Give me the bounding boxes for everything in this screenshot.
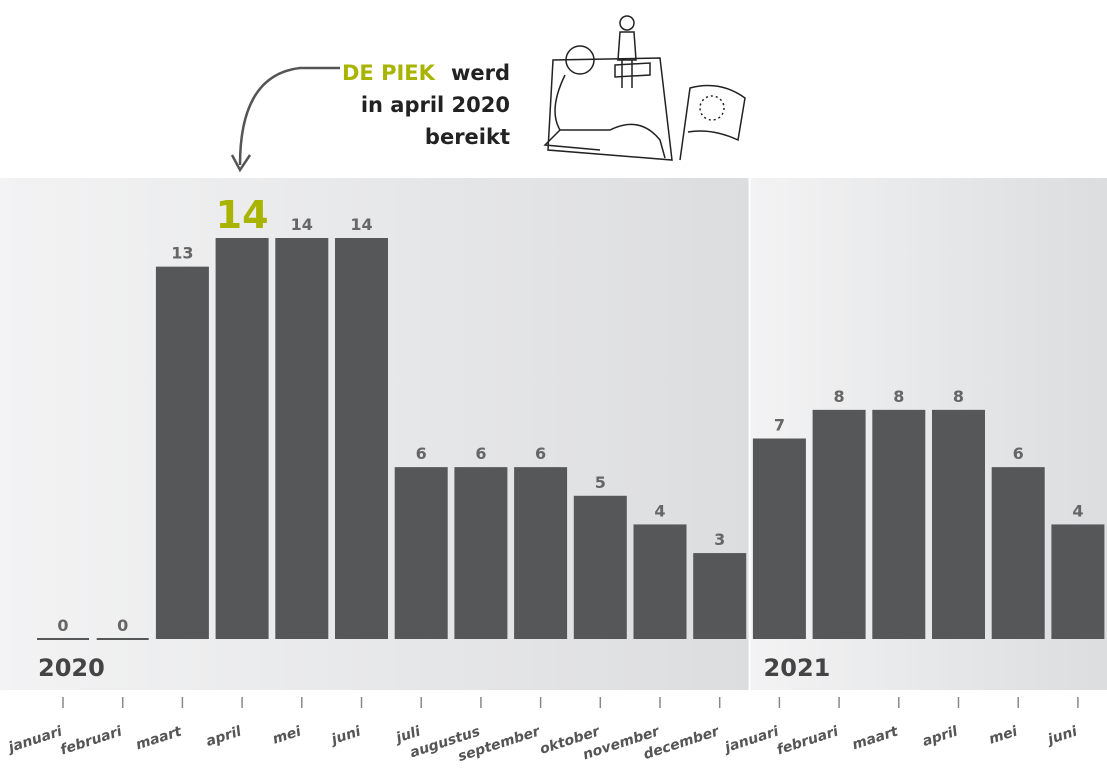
- x-tick-label: maart: [850, 723, 901, 753]
- x-tick-label: januari: [5, 724, 65, 757]
- x-tick-label: april: [204, 724, 243, 750]
- x-tick-label: februari: [58, 724, 124, 759]
- bar: [275, 238, 329, 639]
- value-label: 14: [216, 193, 269, 237]
- value-label: 0: [57, 616, 68, 635]
- value-label: 7: [774, 416, 785, 435]
- annotation-text: in april 2020: [361, 93, 510, 117]
- annotation-highlight: DE PIEK: [342, 61, 436, 85]
- bar: [1051, 524, 1105, 639]
- bar: [633, 524, 687, 639]
- value-label: 8: [834, 387, 845, 406]
- bar: [991, 467, 1045, 639]
- value-label: 14: [291, 215, 313, 234]
- year-label: 2021: [764, 654, 831, 682]
- bar: [872, 409, 926, 639]
- x-tick-label: mei: [271, 724, 304, 748]
- bar: [394, 467, 448, 639]
- bar: [932, 409, 985, 639]
- value-label: 8: [893, 387, 904, 406]
- value-label: 0: [117, 616, 128, 635]
- value-label: 8: [953, 387, 964, 406]
- x-tick-label: februari: [775, 724, 841, 759]
- bar: [335, 238, 388, 639]
- value-label: 6: [535, 444, 546, 463]
- value-label: 4: [1072, 501, 1083, 520]
- value-label: 6: [1013, 444, 1024, 463]
- x-tick-label: juni: [1044, 724, 1079, 749]
- annotation-arrowhead: [230, 154, 252, 173]
- x-tick-label: januari: [721, 724, 781, 757]
- value-label: 13: [171, 244, 193, 263]
- bar: [812, 409, 866, 639]
- x-tick-label: april: [921, 724, 960, 750]
- illustration: [543, 15, 746, 161]
- annotation-text: werd: [451, 61, 510, 85]
- value-label: 6: [416, 444, 427, 463]
- year-band: [750, 178, 1107, 690]
- bar: [37, 638, 89, 640]
- value-label: 5: [595, 473, 606, 492]
- x-tick-label: mei: [987, 724, 1020, 748]
- bar: [573, 495, 627, 639]
- bar: [693, 553, 747, 639]
- value-label: 3: [714, 530, 725, 549]
- bar: [155, 266, 209, 639]
- year-label: 2020: [38, 654, 105, 682]
- x-tick-label: juni: [328, 724, 363, 749]
- x-tick-label: juli: [392, 724, 422, 747]
- bar: [514, 467, 568, 639]
- bar: [96, 638, 149, 640]
- bar: [752, 438, 806, 639]
- value-label: 6: [475, 444, 486, 463]
- x-tick-label: maart: [134, 723, 185, 753]
- annotation-text: bereikt: [425, 125, 510, 149]
- value-label: 4: [654, 501, 665, 520]
- bar: [215, 238, 269, 639]
- value-label: 14: [350, 215, 372, 234]
- annotation-arrow: [238, 66, 340, 166]
- bar: [454, 467, 508, 639]
